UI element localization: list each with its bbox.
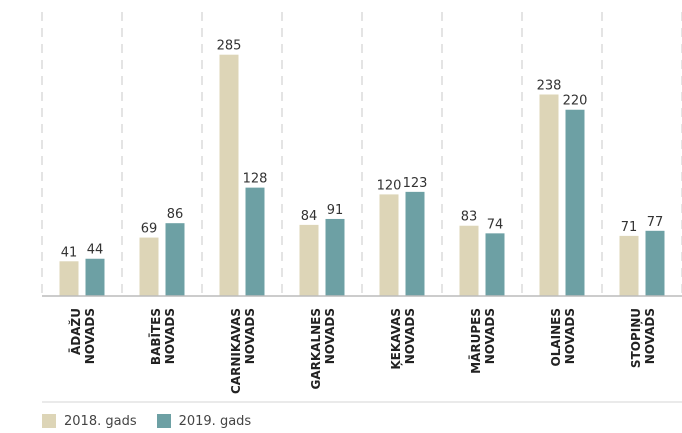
value-label: 77 — [647, 215, 664, 230]
value-label: 84 — [301, 209, 318, 224]
category-label: CARNIKAVAS NOVADS — [229, 308, 257, 394]
category-label-line: GARKALNES — [309, 308, 323, 390]
legend-swatch-2019 — [156, 414, 171, 428]
bar-2019 — [485, 233, 505, 296]
value-label: 74 — [487, 217, 504, 232]
category-label-line: MĀRUPES — [469, 308, 483, 374]
value-label: 41 — [61, 245, 78, 260]
bar-2018 — [459, 225, 479, 296]
bar-2018 — [299, 224, 319, 296]
bar-2019 — [85, 258, 105, 296]
bar-2018 — [539, 94, 559, 296]
value-label: 123 — [403, 176, 428, 191]
category-label-line: BABĪTES — [149, 308, 163, 365]
bar-2019 — [645, 230, 665, 296]
category-label: GARKALNES NOVADS — [309, 308, 337, 390]
value-label: 220 — [563, 94, 588, 109]
category-label-line: NOVADS — [323, 308, 337, 364]
category-label-line: ĀDAŽU — [68, 308, 83, 355]
bar-2018 — [619, 235, 639, 296]
bar-2019 — [165, 223, 185, 296]
category-label: ĀDAŽU NOVADS — [68, 308, 97, 364]
category-label: STOPIŅU NOVADS — [629, 308, 657, 368]
category-label-line: STOPIŅU — [629, 308, 643, 368]
value-label: 91 — [327, 203, 344, 218]
legend-label-2018: 2018. gads — [64, 413, 137, 429]
value-label: 44 — [87, 243, 104, 258]
category-label-line: NOVADS — [243, 308, 257, 364]
value-label: 71 — [621, 220, 638, 235]
value-label: 83 — [461, 210, 478, 225]
bar-2018 — [379, 194, 399, 296]
category-label-line: NOVADS — [163, 308, 177, 364]
legend-swatch-2018 — [42, 414, 56, 428]
legend-item-2018: 2018. gads — [42, 414, 137, 429]
category-label-line: OLAINES — [549, 308, 563, 366]
legend-item-2019: 2019. gads — [156, 413, 252, 429]
category-label: OLAINES NOVADS — [549, 308, 577, 366]
value-label: 69 — [141, 222, 158, 237]
category-label: BABĪTES NOVADS — [149, 308, 177, 365]
bar-2018 — [139, 237, 159, 296]
category-label-line: ĶEKAVAS — [389, 308, 403, 370]
value-label: 238 — [537, 78, 562, 93]
bar-2019 — [245, 187, 265, 296]
category-label-line: NOVADS — [483, 308, 497, 364]
category-label: ĶEKAVAS NOVADS — [389, 308, 417, 370]
category-label-line: NOVADS — [83, 308, 97, 364]
value-label: 128 — [243, 172, 268, 187]
category-separators — [41, 12, 682, 296]
legend-label-2019: 2019. gads — [178, 413, 252, 429]
category-label-line: NOVADS — [563, 308, 577, 364]
bar-2019 — [405, 191, 425, 296]
bar-2018 — [59, 261, 79, 296]
bar-2019 — [565, 109, 585, 296]
category-label: MĀRUPES NOVADS — [469, 308, 497, 374]
value-label: 86 — [167, 207, 184, 222]
category-labels: ĀDAŽU NOVADS BABĪTES NOVADS CARNIKAVAS NOVADS… — [68, 308, 657, 394]
category-label-line: CARNIKAVAS — [229, 308, 243, 394]
bar-2018 — [219, 54, 239, 297]
category-label-line: NOVADS — [403, 308, 417, 364]
bars — [59, 54, 665, 297]
category-label-line: NOVADS — [643, 308, 657, 364]
bar-2019 — [325, 218, 345, 296]
value-label: 285 — [217, 39, 242, 54]
legend: 2018. gads 2019. gads — [42, 412, 271, 430]
value-label: 120 — [377, 178, 402, 193]
